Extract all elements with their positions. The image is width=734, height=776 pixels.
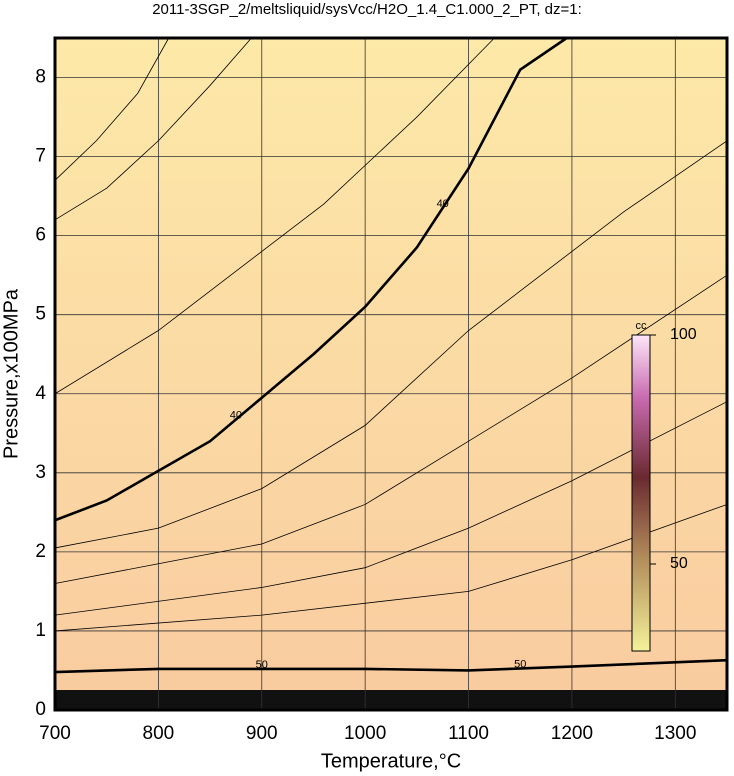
colorbar-tick-label: 50: [670, 555, 688, 572]
y-tick-label: 2: [35, 541, 46, 562]
colorbar: [631, 334, 651, 652]
plot-background: [55, 38, 727, 710]
y-tick-label: 7: [35, 146, 46, 167]
y-tick-label: 0: [35, 699, 46, 720]
contour-line: [54, 37, 495, 395]
contour-line: [54, 504, 728, 632]
x-tick-label: 1300: [654, 723, 696, 744]
y-tick-label: 4: [35, 383, 46, 404]
ticks: 700 800 900 1000 1100 1200 1300 0 1 2 3 4 5 6 7 8: [35, 67, 696, 744]
y-tick-label: 6: [35, 225, 46, 246]
contour-label: 50: [514, 658, 526, 670]
contour-line: [54, 140, 728, 549]
contour-line: [54, 658, 728, 674]
contours: 40 40 50 50: [54, 36, 728, 674]
contour-line: [54, 37, 170, 181]
x-tick-label: 800: [143, 723, 175, 744]
y-tick-label: 5: [35, 304, 46, 325]
contour-line: [54, 401, 728, 616]
x-tick-label: 1000: [344, 723, 386, 744]
x-axis-label: Temperature,°C: [321, 750, 461, 772]
grid: [54, 38, 727, 711]
x-tick-label: 1100: [448, 723, 489, 744]
contour-label: 50: [256, 659, 268, 671]
x-tick-label: 700: [39, 723, 71, 744]
y-tick-label: 8: [35, 67, 46, 88]
plot-frame: [53, 36, 729, 712]
contour-line: [54, 274, 728, 584]
contour-line: [54, 37, 252, 221]
colorbar-ticks: 50 100: [650, 326, 697, 572]
contour-line: [54, 36, 568, 522]
x-tick-label: 1200: [551, 723, 593, 744]
contour-label: 40: [437, 198, 449, 210]
contour-label: 40: [230, 409, 242, 421]
chart-title: 2011-3SGP_2/meltsliquid/sysVcc/H2O_1.4_C…: [152, 1, 582, 18]
y-tick-label: 3: [35, 462, 46, 483]
dense-contours: [55, 690, 727, 710]
y-tick-label: 1: [35, 620, 46, 641]
colorbar-label: cc: [636, 320, 648, 332]
x-tick-label: 900: [246, 723, 278, 744]
colorbar-tick-label: 100: [670, 326, 697, 343]
y-axis-label: Pressure,x100MPa: [0, 288, 22, 459]
